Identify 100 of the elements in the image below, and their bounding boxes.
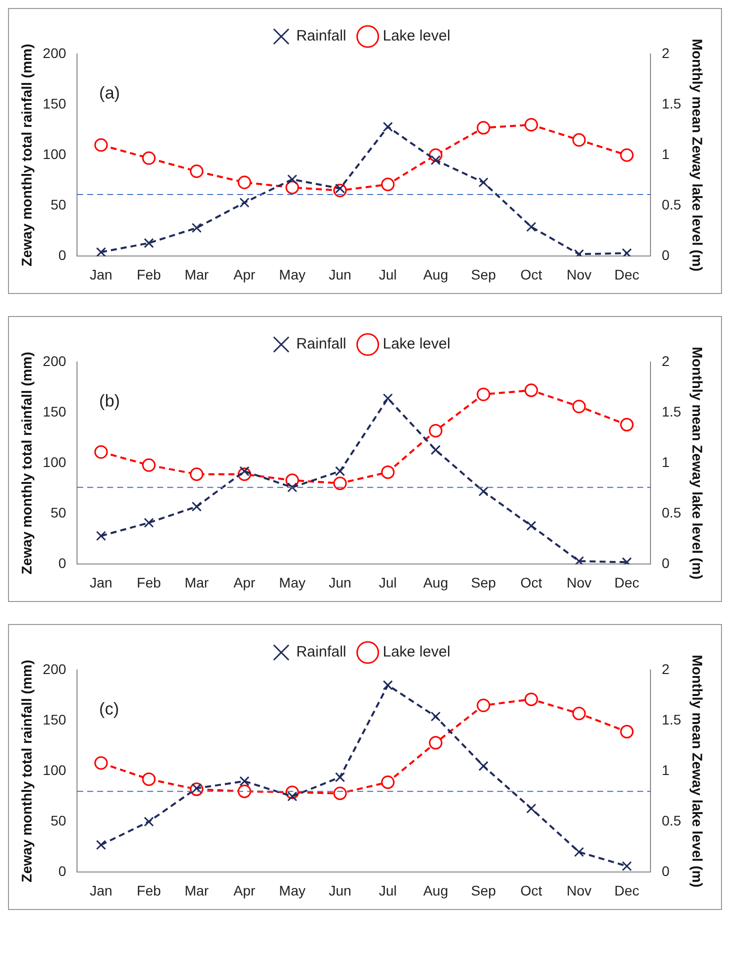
point: [526, 520, 536, 531]
x-tick-label: Sep: [470, 574, 496, 590]
x-tick-label: Jun: [328, 882, 352, 898]
point: [335, 466, 346, 476]
legend-label: Lake level: [382, 336, 450, 353]
x-tick-label: Dec: [614, 266, 640, 282]
x-tick-label: Jan: [90, 266, 112, 282]
y-tick-label: 100: [42, 146, 66, 162]
x-tick-label: Apr: [234, 266, 256, 282]
x-tick-label: Feb: [136, 574, 162, 590]
x-tick-label: Apr: [234, 882, 256, 898]
y2-axis-title: Monthly mean Zeway lake level (m): [690, 38, 706, 272]
point: [430, 444, 441, 455]
legend-label: Rainfall: [296, 28, 346, 45]
y2-tick-label: 0.5: [662, 504, 682, 521]
point: [96, 247, 106, 256]
point: [622, 861, 632, 872]
y2-tick-label: 2: [662, 660, 670, 677]
point: [382, 122, 393, 132]
annotation: (b): [99, 392, 120, 411]
x-tick-label: Jun: [328, 574, 352, 590]
y2-tick-label: 1.5: [662, 711, 682, 728]
x-tick-label: Sep: [470, 882, 496, 898]
point: [238, 784, 252, 798]
y2-tick-label: 1: [662, 762, 670, 778]
x-tick-label: May: [279, 574, 306, 590]
y-tick-label: 50: [50, 504, 66, 521]
point: [190, 164, 204, 178]
x-tick-label: Feb: [136, 266, 162, 282]
point: [333, 476, 347, 490]
point: [622, 557, 632, 564]
point: [333, 786, 347, 800]
y2-tick-label: 1: [662, 146, 670, 162]
point: [335, 772, 346, 782]
y-tick-label: 200: [42, 44, 66, 61]
x-tick-label: Nov: [566, 574, 592, 590]
x-tick-label: Oct: [520, 882, 542, 898]
point: [190, 467, 204, 481]
y-tick-label: 0: [58, 247, 66, 264]
point: [239, 776, 250, 786]
x-tick-label: Oct: [520, 574, 542, 590]
x-tick-label: Mar: [184, 574, 210, 590]
x-tick-label: Jul: [378, 882, 397, 898]
x-tick-label: Mar: [184, 266, 210, 282]
x-tick-label: Jun: [328, 266, 352, 282]
point: [381, 465, 395, 479]
y-tick-label: 100: [42, 762, 66, 778]
y-axis-title: Zeway monthly total rainfall (mm): [18, 352, 34, 574]
y2-tick-label: 1: [662, 454, 670, 470]
point: [478, 486, 488, 496]
point: [572, 133, 586, 147]
legend-label: Rainfall: [296, 336, 346, 353]
point: [94, 756, 108, 770]
x-tick-label: Mar: [184, 882, 210, 898]
y-tick-label: 200: [42, 660, 66, 677]
y-axis-title: Zeway monthly total rainfall (mm): [18, 44, 34, 266]
point: [142, 458, 156, 472]
y-tick-label: 50: [50, 196, 66, 213]
y2-tick-label: 0.5: [662, 196, 682, 213]
point: [144, 238, 154, 248]
point: [96, 840, 106, 850]
point: [430, 712, 441, 722]
annotation: (c): [99, 700, 119, 719]
x-tick-label: Jan: [90, 882, 112, 898]
y2-tick-label: 0: [662, 863, 670, 880]
point: [239, 198, 250, 208]
point: [381, 775, 395, 789]
point: [574, 249, 584, 256]
x-tick-label: May: [279, 266, 306, 282]
point: [620, 418, 634, 432]
point: [428, 424, 442, 438]
x-tick-label: Oct: [520, 266, 542, 282]
x-tick-label: Dec: [614, 882, 640, 898]
x-tick-label: Jan: [90, 574, 112, 590]
y2-axis-title: Monthly mean Zeway lake level (m): [690, 654, 706, 888]
point: [524, 118, 538, 132]
x-tick-label: Feb: [136, 882, 162, 898]
annotation: (a): [99, 84, 120, 103]
y-tick-label: 150: [42, 711, 66, 728]
point: [622, 248, 632, 256]
point: [142, 772, 156, 786]
y-axis-title: Zeway monthly total rainfall (mm): [18, 660, 34, 882]
point: [620, 724, 634, 738]
point: [476, 698, 490, 712]
x-tick-label: Jul: [378, 266, 397, 282]
x-tick-label: Aug: [423, 882, 448, 898]
point: [478, 177, 488, 188]
point: [94, 138, 108, 152]
y2-tick-label: 1.5: [662, 95, 682, 112]
point: [238, 176, 252, 190]
point: [524, 692, 538, 706]
y-tick-label: 50: [50, 812, 66, 829]
point: [478, 761, 488, 772]
point: [476, 388, 490, 402]
point: [574, 556, 584, 564]
point: [192, 222, 202, 233]
x-tick-label: Nov: [566, 266, 592, 282]
point: [96, 530, 106, 541]
y-tick-label: 0: [58, 555, 66, 572]
x-tick-label: Dec: [614, 574, 640, 590]
